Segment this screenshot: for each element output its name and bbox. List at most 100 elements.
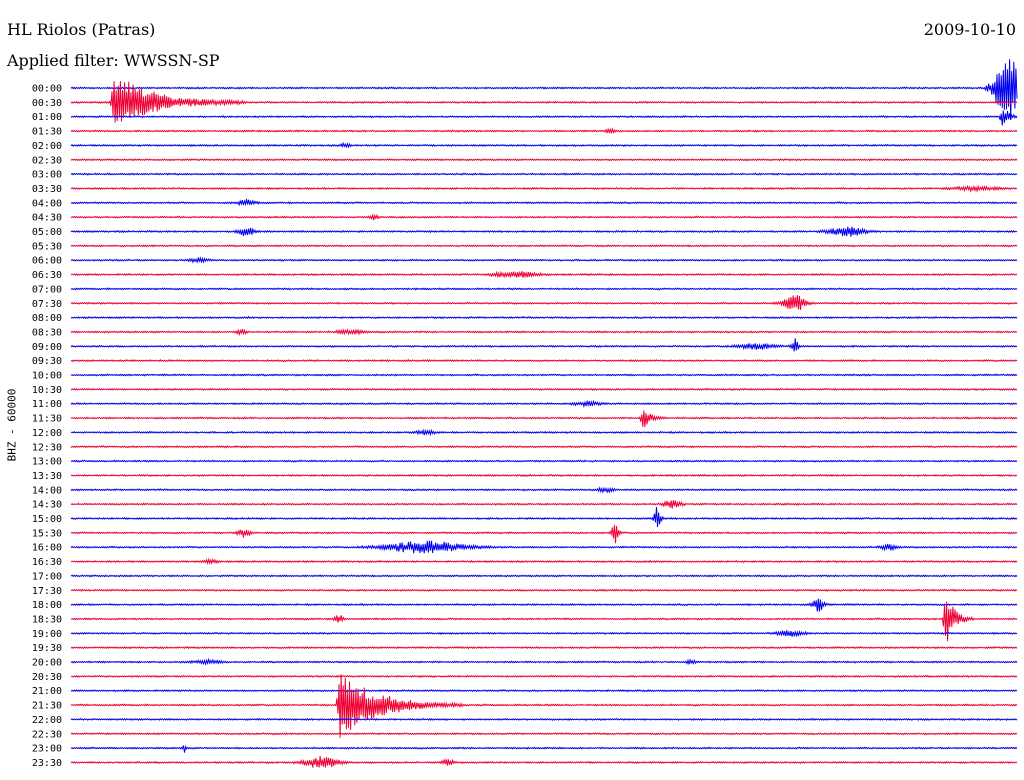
time-label: 21:30 [32,701,62,712]
trace-row-1130 [70,410,1018,428]
time-label: 12:00 [32,428,62,439]
trace-row-1030 [70,387,1018,392]
trace-row-1830 [70,601,1018,642]
trace-row-2300 [70,744,1018,753]
filter-prefix: Applied filter: [7,51,119,70]
trace-row-2100 [70,688,1018,693]
trace-row-0000 [70,59,1018,120]
trace-row-1900 [70,629,1018,638]
time-label: 23:30 [32,758,62,769]
time-label: 06:00 [32,256,62,267]
trace-row-1300 [70,459,1018,463]
trace-row-0900 [70,338,1018,352]
trace-row-0400 [70,199,1018,207]
time-label: 05:30 [32,241,62,252]
time-label: 05:00 [32,227,62,238]
time-label: 09:30 [32,356,62,367]
trace-row-0230 [70,158,1018,162]
time-label: 12:30 [32,442,62,453]
trace-row-0030 [70,80,1018,123]
time-label: 09:00 [32,342,62,353]
time-label: 16:00 [32,543,62,554]
trace-row-0930 [70,358,1018,363]
trace-row-0330 [70,184,1018,194]
trace-row-0530 [70,244,1018,248]
trace-row-0130 [70,127,1018,135]
trace-group [70,59,1018,768]
date-label: 2009-10-10 [923,20,1016,39]
trace-row-0830 [70,328,1018,337]
time-label: 15:00 [32,514,62,525]
time-label: 02:30 [32,155,62,166]
time-label: 01:00 [32,112,62,123]
time-label: 19:30 [32,643,62,654]
trace-row-0630 [70,270,1018,279]
time-label: 13:30 [32,471,62,482]
time-label: 00:30 [32,98,62,109]
time-label: 10:30 [32,385,62,396]
time-label: 23:00 [32,744,62,755]
time-label: 08:00 [32,313,62,324]
time-label: 13:00 [32,457,62,468]
trace-row-0800 [70,315,1018,320]
time-label: 17:00 [32,571,62,582]
time-label: 14:30 [32,500,62,511]
trace-row-1400 [70,486,1018,494]
time-label: 11:00 [32,399,62,410]
time-label: 14:00 [32,485,62,496]
trace-row-2130 [70,674,1018,738]
time-label: 15:30 [32,528,62,539]
time-label-group: 00:00 00:30 01:00 01:30 02:00 02:30 03:00 03:30… [32,84,62,769]
time-label: 22:30 [32,729,62,740]
trace-row-1530 [70,524,1018,544]
trace-row-0500 [70,226,1018,237]
time-label: 08:30 [32,327,62,338]
trace-row-1330 [70,473,1018,478]
trace-row-0600 [70,256,1018,264]
trace-row-0700 [70,287,1018,291]
time-label: 22:00 [32,715,62,726]
trace-row-0430 [70,213,1018,221]
time-label: 00:00 [32,84,62,95]
filter-name: WWSSN-SP [123,51,220,70]
time-label: 20:30 [32,672,62,683]
time-label: 18:30 [32,614,62,625]
time-label: 06:30 [32,270,62,281]
filter-line: Applied filter: WWSSN-SP [7,51,220,70]
trace-row-0100 [70,110,1018,126]
time-label: 02:00 [32,141,62,152]
trace-row-1700 [70,574,1018,578]
time-label: 03:30 [32,184,62,195]
trace-row-0730 [70,294,1018,310]
time-label: 03:00 [32,170,62,181]
trace-row-0300 [70,172,1018,176]
time-label: 18:00 [32,600,62,611]
trace-row-1230 [70,445,1018,449]
time-label: 21:00 [32,686,62,697]
trace-row-0200 [70,141,1018,149]
time-label: 19:00 [32,629,62,640]
time-label: 04:00 [32,198,62,209]
time-label: 11:30 [32,414,62,425]
station-title: HL Riolos (Patras) [7,20,156,39]
time-label: 10:00 [32,371,62,382]
trace-row-2200 [70,717,1018,722]
trace-row-1500 [70,506,1018,527]
time-label: 20:00 [32,658,62,669]
time-label: 16:30 [32,557,62,568]
time-label: 07:30 [32,299,62,310]
time-label: 07:00 [32,284,62,295]
trace-row-2230 [70,732,1018,736]
trace-row-1730 [70,588,1018,592]
time-label: 04:30 [32,213,62,224]
trace-row-1930 [70,645,1018,650]
time-label: 17:30 [32,586,62,597]
trace-row-1600 [70,540,1018,554]
trace-row-2330 [70,755,1018,768]
trace-row-1200 [70,428,1018,437]
trace-row-1800 [70,598,1018,612]
trace-row-2030 [70,674,1018,679]
trace-row-1430 [70,500,1018,509]
trace-row-1630 [70,557,1018,566]
